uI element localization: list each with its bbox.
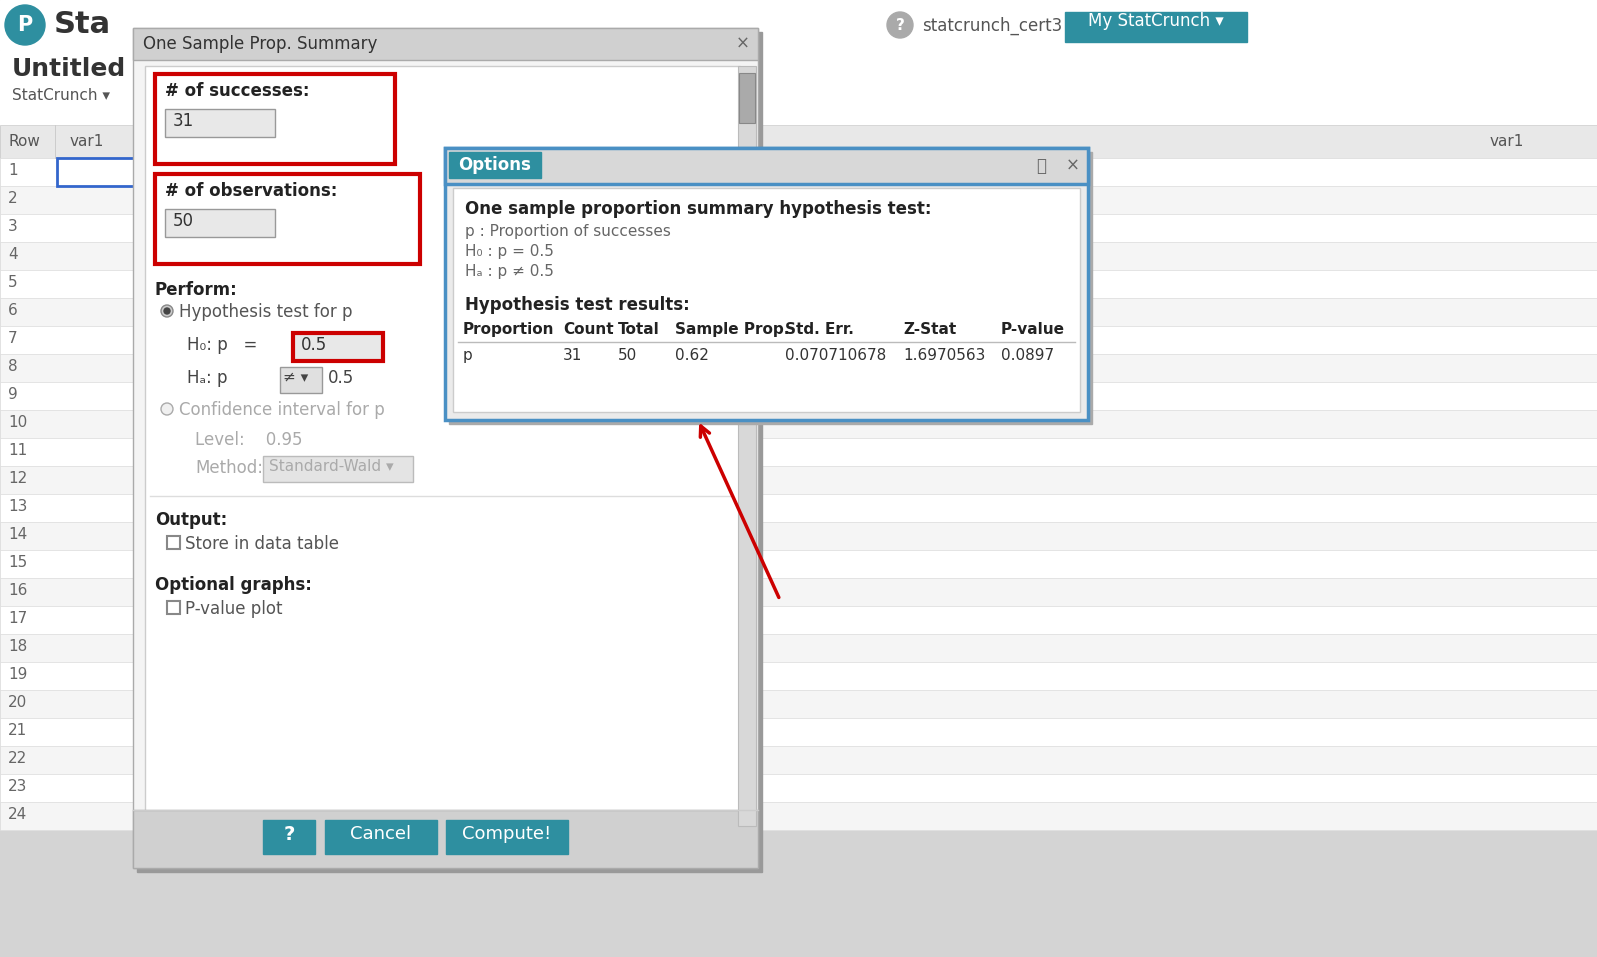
Text: Row: Row xyxy=(8,134,40,149)
FancyBboxPatch shape xyxy=(264,820,315,854)
Text: var1: var1 xyxy=(1490,134,1525,149)
FancyBboxPatch shape xyxy=(0,494,1597,522)
Text: 1: 1 xyxy=(8,163,18,178)
Text: Hₐ: p: Hₐ: p xyxy=(187,369,227,387)
Text: 13: 13 xyxy=(8,499,27,514)
FancyBboxPatch shape xyxy=(57,158,152,186)
FancyBboxPatch shape xyxy=(0,0,1597,50)
Text: p: p xyxy=(463,348,473,363)
FancyBboxPatch shape xyxy=(0,746,1597,774)
Text: ≠ ▾: ≠ ▾ xyxy=(283,370,308,385)
Circle shape xyxy=(161,305,172,317)
Text: H₀: p   =: H₀: p = xyxy=(187,336,257,354)
Circle shape xyxy=(161,403,172,415)
Text: Hypothesis test for p: Hypothesis test for p xyxy=(179,303,353,321)
Text: StatCrunch ▾: StatCrunch ▾ xyxy=(13,88,110,103)
FancyBboxPatch shape xyxy=(0,550,1597,578)
FancyBboxPatch shape xyxy=(738,66,755,826)
Text: Count: Count xyxy=(564,322,613,337)
FancyBboxPatch shape xyxy=(0,634,1597,662)
FancyBboxPatch shape xyxy=(0,690,1597,718)
FancyBboxPatch shape xyxy=(145,66,739,826)
Circle shape xyxy=(886,12,913,38)
Text: Store in data table: Store in data table xyxy=(185,535,339,553)
Text: 23: 23 xyxy=(8,779,27,794)
Text: Hypothesis test results:: Hypothesis test results: xyxy=(465,296,690,314)
FancyBboxPatch shape xyxy=(446,148,1088,184)
Text: 15: 15 xyxy=(8,555,27,570)
Text: 9: 9 xyxy=(8,387,18,402)
Text: My StatCrunch ▾: My StatCrunch ▾ xyxy=(1088,12,1223,30)
Circle shape xyxy=(164,308,169,314)
Text: Standard-Wald ▾: Standard-Wald ▾ xyxy=(268,459,393,474)
Text: Perform:: Perform: xyxy=(155,281,238,299)
Text: 1.6970563: 1.6970563 xyxy=(902,348,985,363)
Text: ⧉: ⧉ xyxy=(1036,157,1046,175)
Text: 6: 6 xyxy=(8,303,18,318)
FancyBboxPatch shape xyxy=(292,333,383,361)
Text: Sta: Sta xyxy=(54,10,112,39)
FancyBboxPatch shape xyxy=(1065,12,1247,42)
Text: 31: 31 xyxy=(564,348,583,363)
Text: Untitled: Untitled xyxy=(13,57,126,81)
FancyBboxPatch shape xyxy=(133,810,759,868)
Text: 50: 50 xyxy=(172,212,193,230)
Text: Hₐ : p ≠ 0.5: Hₐ : p ≠ 0.5 xyxy=(465,264,554,279)
Text: 14: 14 xyxy=(8,527,27,542)
FancyBboxPatch shape xyxy=(0,214,1597,242)
FancyBboxPatch shape xyxy=(449,152,541,178)
FancyBboxPatch shape xyxy=(0,662,1597,690)
Text: 22: 22 xyxy=(8,751,27,766)
FancyBboxPatch shape xyxy=(739,73,755,123)
Text: Confidence interval for p: Confidence interval for p xyxy=(179,401,385,419)
FancyBboxPatch shape xyxy=(133,28,759,868)
Text: 0.5: 0.5 xyxy=(327,369,355,387)
FancyBboxPatch shape xyxy=(168,536,180,549)
FancyBboxPatch shape xyxy=(0,438,1597,466)
FancyBboxPatch shape xyxy=(0,578,1597,606)
FancyBboxPatch shape xyxy=(133,28,759,60)
FancyBboxPatch shape xyxy=(168,601,180,614)
Text: 0.0897: 0.0897 xyxy=(1001,348,1054,363)
FancyBboxPatch shape xyxy=(264,456,414,482)
Text: Sample Prop.: Sample Prop. xyxy=(676,322,789,337)
FancyBboxPatch shape xyxy=(155,174,420,264)
Text: p : Proportion of successes: p : Proportion of successes xyxy=(465,224,671,239)
FancyBboxPatch shape xyxy=(0,242,1597,270)
FancyBboxPatch shape xyxy=(0,410,1597,438)
FancyBboxPatch shape xyxy=(0,606,1597,634)
Text: 50: 50 xyxy=(618,348,637,363)
FancyBboxPatch shape xyxy=(0,50,1597,125)
Text: H₀ : p = 0.5: H₀ : p = 0.5 xyxy=(465,244,554,259)
Text: Method:: Method: xyxy=(195,459,264,477)
FancyBboxPatch shape xyxy=(0,158,1597,186)
FancyBboxPatch shape xyxy=(155,74,394,164)
Text: 2: 2 xyxy=(8,191,18,206)
Text: 10: 10 xyxy=(8,415,27,430)
Text: 7: 7 xyxy=(8,331,18,346)
FancyBboxPatch shape xyxy=(164,209,275,237)
Text: 21: 21 xyxy=(8,723,27,738)
Text: Optional graphs:: Optional graphs: xyxy=(155,576,311,594)
FancyBboxPatch shape xyxy=(0,298,1597,326)
FancyBboxPatch shape xyxy=(137,32,762,872)
FancyBboxPatch shape xyxy=(0,774,1597,802)
FancyBboxPatch shape xyxy=(449,152,1092,424)
FancyBboxPatch shape xyxy=(326,820,438,854)
Text: 3: 3 xyxy=(8,219,18,234)
Text: # of successes:: # of successes: xyxy=(164,82,310,100)
Text: Output:: Output: xyxy=(155,511,227,529)
Text: Cancel: Cancel xyxy=(350,825,412,843)
FancyBboxPatch shape xyxy=(0,125,1597,158)
Text: 11: 11 xyxy=(8,443,27,458)
FancyBboxPatch shape xyxy=(0,382,1597,410)
FancyBboxPatch shape xyxy=(0,186,1597,214)
Text: 0.5: 0.5 xyxy=(300,336,327,354)
Text: 17: 17 xyxy=(8,611,27,626)
FancyBboxPatch shape xyxy=(0,466,1597,494)
Text: 4: 4 xyxy=(8,247,18,262)
Text: 12: 12 xyxy=(8,471,27,486)
FancyBboxPatch shape xyxy=(454,188,1080,412)
FancyBboxPatch shape xyxy=(164,109,275,137)
